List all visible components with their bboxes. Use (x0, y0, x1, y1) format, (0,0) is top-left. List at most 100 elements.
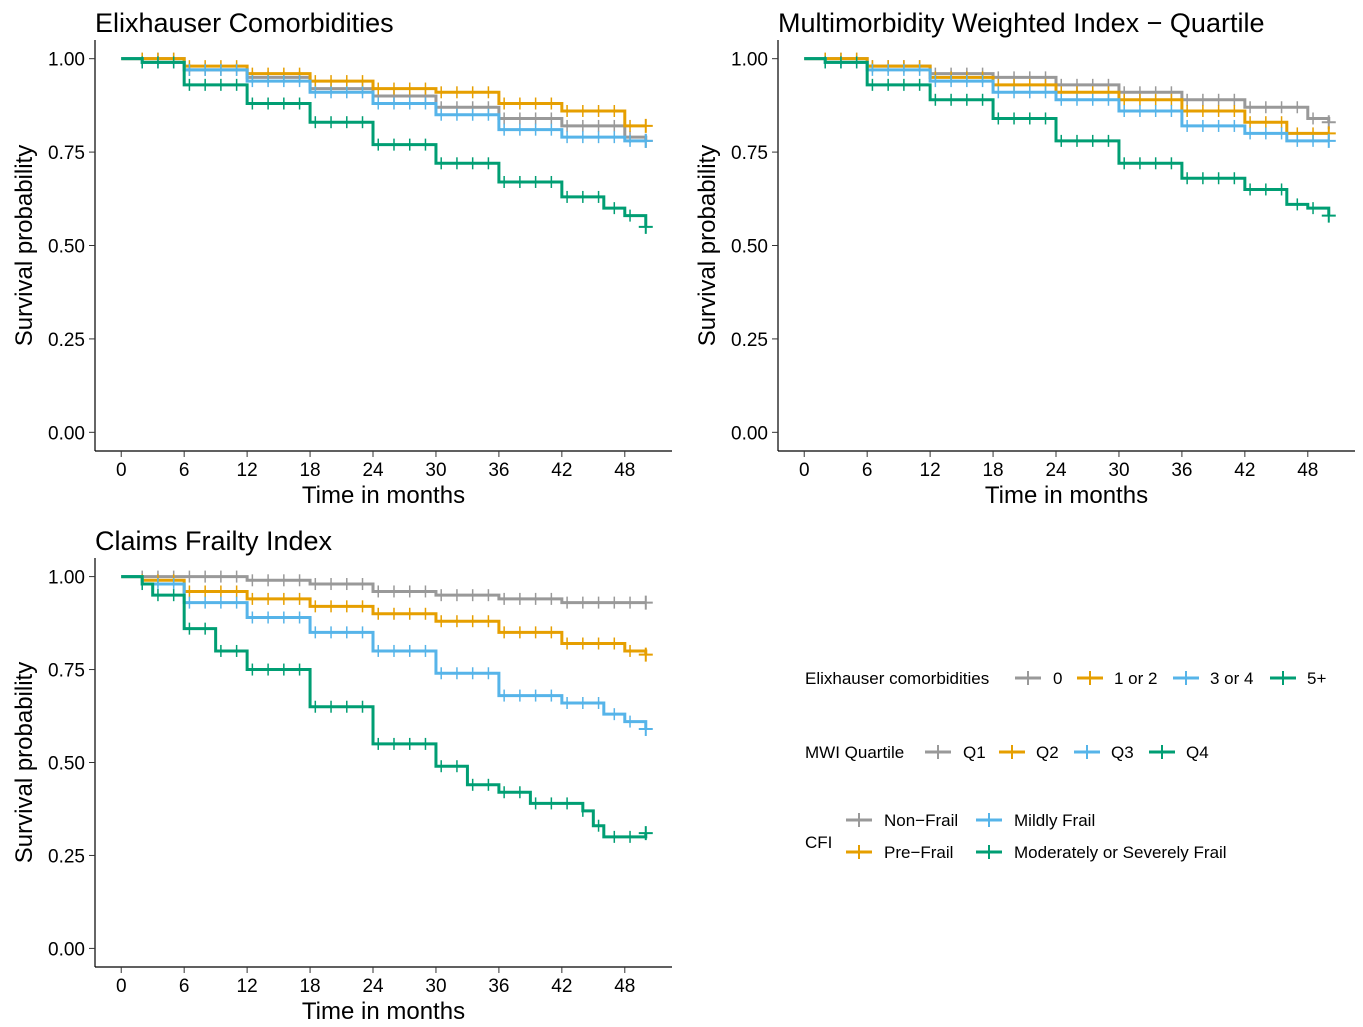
x-tick-label: 0 (116, 460, 127, 481)
x-tick-label: 24 (1045, 460, 1067, 481)
legend-elixhauser: Elixhauser comorbidities 0 1 or 2 3 or 4 5+ (805, 669, 1326, 688)
x-tick-label: 36 (1171, 460, 1192, 481)
censor-mark-end (638, 133, 653, 148)
legend-key (1149, 745, 1175, 759)
x-tick-label: 6 (179, 976, 190, 997)
panel-title: Multimorbidity Weighted Index − Quartile (778, 8, 1264, 38)
x-tick-label: 30 (425, 460, 446, 481)
y-tick-label: 1.00 (48, 50, 85, 71)
y-tick-label: 0.25 (48, 330, 85, 351)
x-tick-label: 36 (488, 976, 509, 997)
censor-mark-end (638, 826, 653, 841)
censor-marks (141, 56, 647, 233)
legend-key (1077, 671, 1103, 685)
survival-curve (804, 57, 1331, 216)
legend-key (1074, 745, 1100, 759)
survival-curve (804, 57, 1329, 135)
y-tick-label: 0.00 (731, 423, 768, 444)
y-tick-label: 1.00 (731, 50, 768, 71)
legend-key (1270, 671, 1296, 685)
legend-key (925, 745, 951, 759)
censor-mark-end (638, 219, 653, 234)
legend-label: 3 or 4 (1210, 669, 1253, 688)
x-tick-label: 18 (299, 460, 320, 481)
y-axis-label: Survival probability (11, 662, 38, 863)
x-tick-label: 24 (362, 976, 384, 997)
y-tick-label: 0.75 (48, 661, 85, 682)
legend-label: Non−Frail (884, 811, 958, 830)
censor-mark-end (1321, 133, 1336, 148)
legend-label: 0 (1053, 669, 1062, 688)
censor-mark-end (638, 595, 653, 610)
panel-title: Claims Frailty Index (95, 526, 333, 556)
y-tick-label: 0.50 (731, 237, 768, 258)
x-tick-label: 0 (116, 976, 127, 997)
legend-key (976, 813, 1002, 827)
x-tick-label: 12 (920, 460, 941, 481)
legend-key (846, 813, 872, 827)
x-tick-label: 12 (237, 460, 258, 481)
panel-3: Claims Frailty Index 0 6 12 18 24 30 36 42 48 0.00… (11, 526, 672, 1025)
y-axis-label: Survival probability (11, 145, 38, 346)
x-tick-label: 0 (799, 460, 810, 481)
y-tick-label: 0.25 (731, 330, 768, 351)
x-axis-label: Time in months (302, 482, 465, 509)
legend-cfi: CFI Non−Frail Mildly Frail Pre−Frail Moderat… (805, 811, 1227, 862)
x-tick-label: 18 (299, 976, 320, 997)
x-axis-label: Time in months (302, 998, 465, 1025)
x-tick-label: 42 (551, 976, 572, 997)
x-tick-label: 6 (862, 460, 873, 481)
survival-curve (121, 575, 648, 839)
censor-marks (141, 52, 647, 132)
censor-mark-end (1321, 208, 1336, 223)
x-tick-label: 30 (1108, 460, 1129, 481)
legend-title: MWI Quartile (805, 743, 904, 762)
x-axis-label: Time in months (985, 482, 1148, 509)
censor-mark-end (638, 118, 653, 133)
legend-label: Pre−Frail (884, 843, 953, 862)
y-tick-label: 0.00 (48, 939, 85, 960)
censor-mark-end (638, 722, 653, 737)
legend-label: Q3 (1111, 743, 1134, 762)
survival-curve (121, 575, 646, 605)
y-tick-label: 0.75 (731, 143, 768, 164)
y-tick-label: 0.50 (48, 754, 85, 775)
x-tick-label: 42 (1234, 460, 1255, 481)
x-tick-label: 48 (614, 460, 635, 481)
y-tick-label: 1.00 (48, 568, 85, 589)
legend-key (976, 845, 1002, 859)
x-tick-label: 18 (982, 460, 1003, 481)
censor-marks (141, 578, 647, 736)
y-tick-label: 0.50 (48, 237, 85, 258)
x-tick-label: 48 (614, 976, 635, 997)
x-tick-label: 24 (362, 460, 384, 481)
legend-label: Moderately or Severely Frail (1014, 843, 1227, 862)
x-tick-label: 42 (551, 460, 572, 481)
legend-label: 1 or 2 (1114, 669, 1157, 688)
y-tick-label: 0.75 (48, 143, 85, 164)
censor-marks (141, 578, 647, 843)
y-tick-label: 0.25 (48, 846, 85, 867)
survival-curve (121, 57, 648, 227)
legend-label: Mildly Frail (1014, 811, 1095, 830)
x-tick-label: 30 (425, 976, 446, 997)
x-tick-label: 6 (179, 460, 190, 481)
panel-title: Elixhauser Comorbidities (95, 8, 394, 38)
x-tick-label: 48 (1297, 460, 1318, 481)
legend-title: CFI (805, 833, 832, 852)
legend-key (846, 845, 872, 859)
y-tick-label: 0.00 (48, 423, 85, 444)
legend-label: Q4 (1186, 743, 1209, 762)
x-tick-label: 12 (237, 976, 258, 997)
panel-1: Elixhauser Comorbidities 0 6 12 18 24 30 36 42 48… (11, 8, 672, 509)
legend-key (1015, 671, 1041, 685)
x-tick-label: 36 (488, 460, 509, 481)
y-axis-label: Survival probability (694, 145, 721, 346)
legend-mwi: MWI Quartile Q1 Q2 Q3 Q4 (805, 743, 1209, 762)
legend-label: Q1 (963, 743, 986, 762)
panel-2: Multimorbidity Weighted Index − Quartile… (694, 8, 1355, 509)
legend-label: 5+ (1307, 669, 1326, 688)
legend-title: Elixhauser comorbidities (805, 669, 989, 688)
censor-mark-end (638, 647, 653, 662)
